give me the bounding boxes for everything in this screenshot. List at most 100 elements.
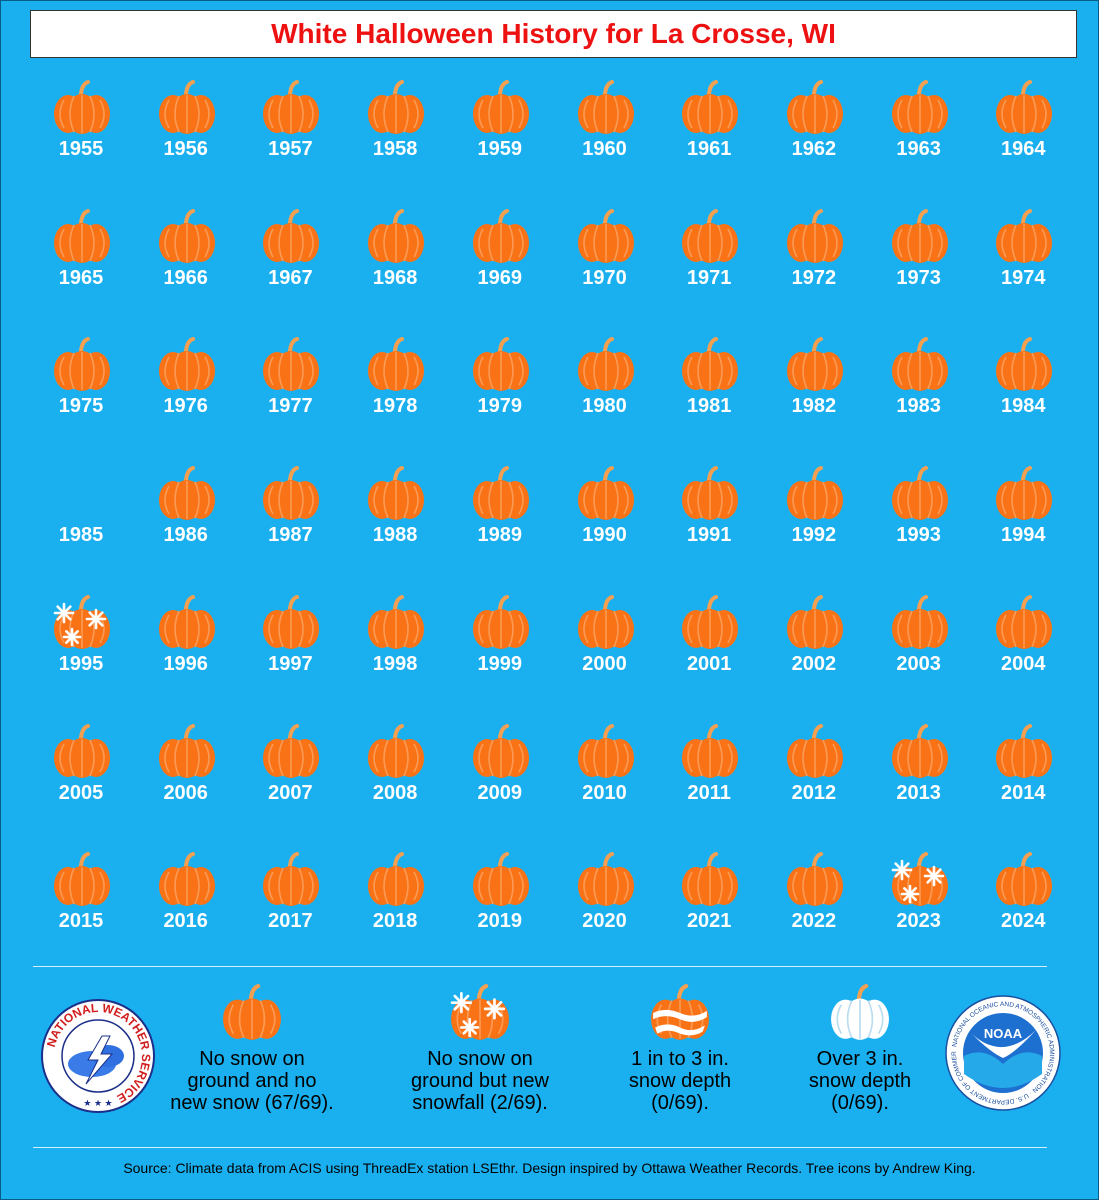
pumpkin-icon <box>786 594 843 649</box>
year-cell: 2012 <box>764 723 864 824</box>
year-cell: 2004 <box>973 594 1073 695</box>
year-cell: 2024 <box>973 852 1073 952</box>
pumpkin-icon <box>368 723 425 778</box>
year-cell: 1957 <box>240 80 340 180</box>
year-cell: 1960 <box>555 80 655 180</box>
year-label: 1987 <box>268 524 313 547</box>
year-label: 2017 <box>268 910 313 933</box>
year-cell: 2013 <box>869 723 969 824</box>
year-cell: 1955 <box>31 80 131 180</box>
year-cell: 1972 <box>764 208 864 309</box>
year-label: 2015 <box>58 910 104 933</box>
year-label: 1997 <box>268 652 313 675</box>
pumpkin-icon <box>472 466 529 521</box>
legend-pumpkin-icon <box>651 984 709 1040</box>
year-cell: 2011 <box>659 723 759 824</box>
pumpkin-icon <box>54 852 110 907</box>
year-label: 1968 <box>372 266 418 289</box>
legend-pumpkin-icon <box>831 984 889 1040</box>
year-label: 1975 <box>58 395 104 418</box>
year-cell: 1965 <box>31 208 131 309</box>
pumpkin-icon <box>263 723 320 778</box>
year-cell: 2017 <box>240 852 340 952</box>
year-label: 1982 <box>791 395 837 418</box>
pumpkin-icon <box>577 852 634 907</box>
year-cell: 2006 <box>136 723 236 824</box>
year-cell: 1974 <box>973 208 1073 309</box>
year-cell: 1989 <box>450 466 550 566</box>
year-label: 2004 <box>1001 652 1046 675</box>
year-label: 1960 <box>582 138 627 160</box>
year-cell: 1961 <box>659 80 759 180</box>
year-cell: 1956 <box>136 80 236 180</box>
year-label: 1967 <box>268 266 313 289</box>
year-cell: 1964 <box>973 80 1073 180</box>
pumpkin-icon <box>682 594 739 649</box>
year-label: 1996 <box>163 652 208 675</box>
year-cell: 2003 <box>869 594 969 695</box>
year-label: 2021 <box>686 910 732 933</box>
year-cell: 2008 <box>345 723 445 824</box>
pumpkin-icon <box>368 594 425 649</box>
pumpkin-icon <box>263 208 320 263</box>
pumpkin-icon <box>263 80 320 134</box>
pumpkin-icon <box>158 337 215 392</box>
year-label: 1992 <box>791 524 837 547</box>
year-cell: 1971 <box>659 208 759 309</box>
pumpkin-icon <box>682 852 739 907</box>
pumpkin-icon <box>786 723 843 778</box>
year-label: 1957 <box>268 138 313 160</box>
year-cell: 1968 <box>345 208 445 309</box>
divider-top <box>33 966 1047 967</box>
year-label: 1977 <box>268 395 313 418</box>
year-cell: 2018 <box>345 852 445 952</box>
year-label: 1958 <box>372 138 418 160</box>
pumpkin-icon <box>891 723 948 778</box>
year-cell: 2016 <box>136 852 236 952</box>
pumpkin-icon <box>368 466 425 521</box>
year-cell: 2010 <box>555 723 655 824</box>
pumpkin-icon <box>472 852 529 907</box>
pumpkin-icon <box>53 594 110 649</box>
year-label: 1980 <box>582 395 627 418</box>
year-cell: 1990 <box>555 466 655 566</box>
year-label: 1965 <box>58 266 104 289</box>
year-cell: 1983 <box>869 337 969 437</box>
year-cell: 2009 <box>450 723 550 824</box>
year-grid: 1955 1956 1957 1958 1959 1960 1961 1962 1963 1964… <box>31 80 1073 952</box>
year-cell: 1988 <box>345 466 445 566</box>
pumpkin-icon <box>577 594 634 649</box>
pumpkin-icon <box>682 208 739 263</box>
year-cell: 2001 <box>659 594 759 695</box>
year-cell: 1967 <box>240 208 340 309</box>
year-label: 2018 <box>372 910 418 933</box>
pumpkin-icon <box>158 594 215 649</box>
pumpkin-icon <box>786 466 843 521</box>
year-label: 1972 <box>791 266 837 289</box>
year-label: 1956 <box>163 138 208 160</box>
year-cell: 1966 <box>136 208 236 309</box>
year-cell: 1985 <box>31 466 131 566</box>
pumpkin-icon <box>472 337 529 392</box>
year-cell: 1975 <box>31 337 131 437</box>
pumpkin-icon <box>54 337 110 392</box>
year-cell: 1981 <box>659 337 759 437</box>
year-label: 2002 <box>791 652 837 675</box>
year-label: 1978 <box>372 395 418 418</box>
year-cell: 1998 <box>345 594 445 695</box>
year-label: 1959 <box>477 138 523 160</box>
year-label: 2010 <box>582 781 627 804</box>
year-label: 1955 <box>58 138 104 160</box>
legend-pumpkin-icon <box>450 984 509 1040</box>
year-label: 2006 <box>163 781 208 804</box>
pumpkin-icon <box>472 723 529 778</box>
year-cell: 1991 <box>659 466 759 566</box>
year-label: 1962 <box>791 138 837 160</box>
year-cell: 1958 <box>345 80 445 180</box>
year-label: 1963 <box>896 138 941 160</box>
pumpkin-icon <box>891 466 948 521</box>
year-label: 1985 <box>58 524 104 547</box>
year-cell: 1999 <box>450 594 550 695</box>
year-label: 2016 <box>163 910 208 933</box>
year-label: 1984 <box>1001 395 1046 418</box>
